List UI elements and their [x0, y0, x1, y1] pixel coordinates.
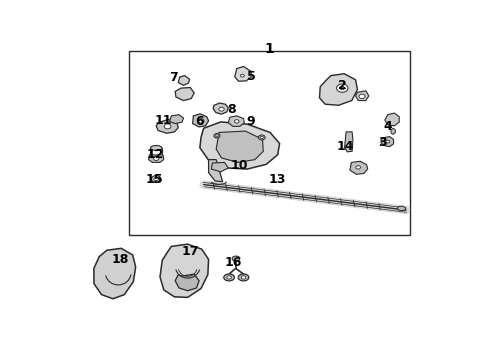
Polygon shape: [94, 248, 136, 299]
Polygon shape: [350, 161, 368, 174]
Ellipse shape: [340, 86, 344, 90]
Text: 15: 15: [146, 172, 163, 185]
Text: 17: 17: [182, 244, 199, 258]
Polygon shape: [170, 115, 184, 123]
Text: 1: 1: [265, 42, 274, 56]
Polygon shape: [211, 162, 228, 172]
Polygon shape: [209, 159, 222, 182]
Polygon shape: [385, 113, 399, 126]
Polygon shape: [344, 132, 353, 152]
Text: 11: 11: [154, 114, 172, 127]
Ellipse shape: [337, 84, 348, 92]
Polygon shape: [319, 74, 358, 105]
Polygon shape: [178, 76, 190, 85]
Bar: [129, 51, 410, 235]
Ellipse shape: [234, 120, 239, 123]
Ellipse shape: [232, 256, 240, 261]
Ellipse shape: [258, 135, 265, 140]
Polygon shape: [381, 136, 393, 147]
Polygon shape: [228, 116, 245, 126]
Ellipse shape: [164, 124, 171, 129]
Polygon shape: [216, 131, 263, 162]
Ellipse shape: [386, 140, 390, 143]
Text: 2: 2: [338, 79, 346, 92]
Ellipse shape: [238, 274, 249, 281]
Text: 3: 3: [378, 136, 387, 149]
Ellipse shape: [241, 74, 245, 77]
Ellipse shape: [198, 118, 204, 123]
Text: 13: 13: [268, 172, 286, 185]
Ellipse shape: [151, 176, 161, 183]
Ellipse shape: [397, 206, 406, 211]
Polygon shape: [148, 155, 164, 162]
Text: 10: 10: [231, 159, 248, 172]
Polygon shape: [193, 114, 209, 127]
Polygon shape: [213, 103, 228, 114]
Text: 16: 16: [224, 256, 242, 269]
Text: 4: 4: [384, 120, 392, 133]
Text: 7: 7: [169, 71, 178, 84]
Polygon shape: [175, 274, 199, 291]
Text: 9: 9: [246, 115, 255, 128]
Ellipse shape: [359, 94, 365, 99]
Text: 14: 14: [337, 140, 354, 153]
Text: 8: 8: [227, 103, 236, 116]
Ellipse shape: [227, 276, 231, 279]
Ellipse shape: [260, 136, 263, 139]
Ellipse shape: [219, 107, 224, 111]
Ellipse shape: [214, 134, 220, 138]
Text: 18: 18: [111, 253, 129, 266]
Polygon shape: [160, 244, 209, 297]
Polygon shape: [200, 122, 280, 169]
Ellipse shape: [216, 135, 218, 137]
Polygon shape: [156, 120, 178, 133]
Polygon shape: [175, 87, 194, 100]
Text: 12: 12: [147, 148, 164, 161]
Polygon shape: [356, 91, 369, 100]
Ellipse shape: [224, 274, 234, 281]
Text: 6: 6: [196, 115, 204, 128]
Ellipse shape: [356, 166, 361, 169]
Ellipse shape: [391, 129, 395, 134]
Ellipse shape: [154, 177, 158, 181]
Ellipse shape: [241, 276, 246, 279]
Ellipse shape: [150, 145, 162, 150]
Polygon shape: [235, 67, 251, 81]
Text: 5: 5: [247, 70, 255, 83]
Ellipse shape: [153, 157, 159, 161]
